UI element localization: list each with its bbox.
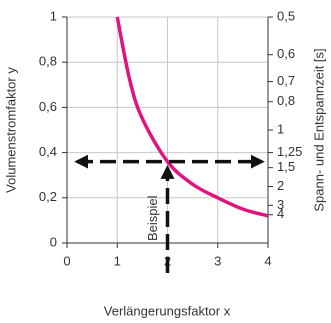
x-axis-label: Verlängerungsfaktor x bbox=[104, 303, 231, 318]
y-tick-label: 0,4 bbox=[39, 144, 57, 159]
x-tick-label: 0 bbox=[63, 253, 70, 268]
curve bbox=[115, 16, 269, 218]
y-tick-label: 0,2 bbox=[39, 189, 57, 204]
y2-tick-label: 3 bbox=[277, 197, 284, 212]
y-tick-label: 0 bbox=[50, 234, 57, 249]
y-tick-label: 0,6 bbox=[39, 99, 57, 114]
y2-tick-label: 0,6 bbox=[277, 46, 295, 61]
y2-tick-label: 1,5 bbox=[277, 159, 295, 174]
y-axis-label: Volumenstromfaktor y bbox=[3, 67, 18, 193]
x-tick-label: 4 bbox=[264, 253, 271, 268]
y2-tick-label: 1,25 bbox=[277, 144, 302, 159]
x-tick-label: 3 bbox=[214, 253, 221, 268]
y2-tick-label: 4 bbox=[277, 206, 284, 221]
annotation-label: Beispiel bbox=[145, 195, 160, 241]
y2-axis-label: Spann- und Entspannzeit [s] bbox=[311, 48, 326, 211]
y2-tick-label: 2 bbox=[277, 178, 284, 193]
x-tick-label: 1 bbox=[114, 253, 121, 268]
y2-tick-label: 0,8 bbox=[277, 93, 295, 108]
y-tick-label: 0,8 bbox=[39, 54, 57, 69]
y2-tick-label: 0,5 bbox=[277, 8, 295, 23]
y-tick-label: 1 bbox=[50, 8, 57, 23]
y2-tick-label: 0,7 bbox=[277, 73, 295, 88]
y2-tick-label: 1 bbox=[277, 121, 284, 136]
